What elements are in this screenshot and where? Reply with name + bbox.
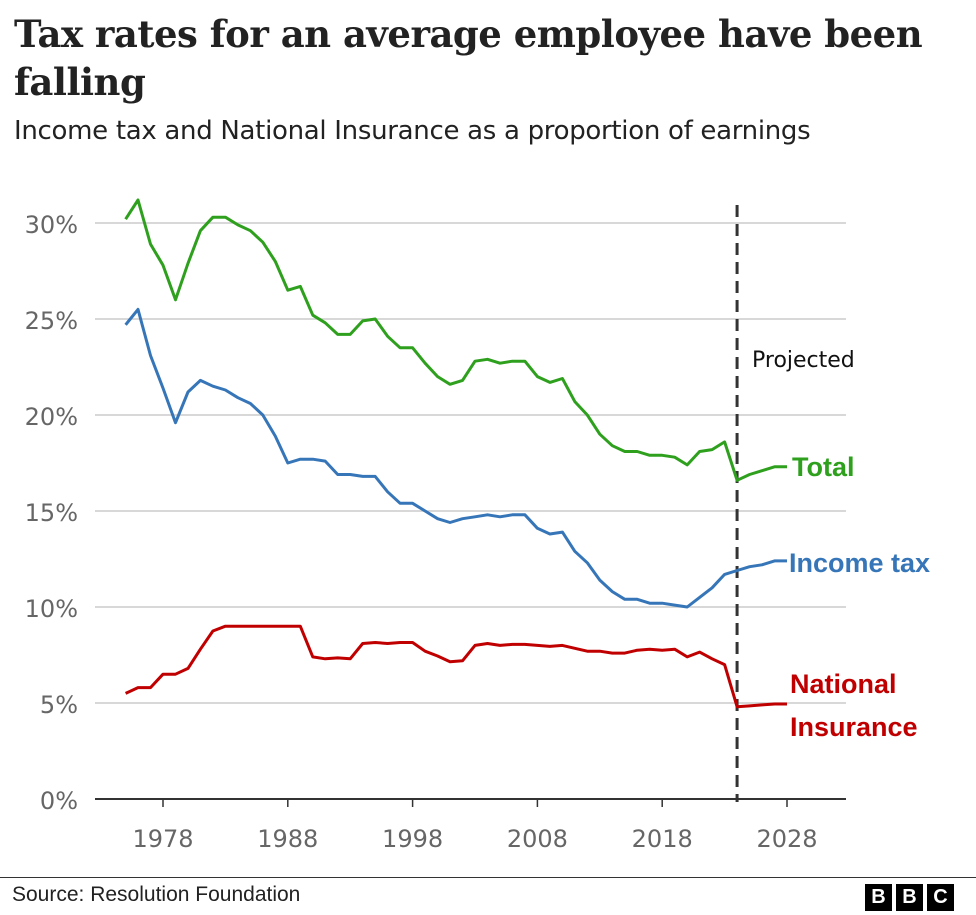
y-tick-label: 30% — [25, 211, 78, 239]
bbc-logo-block: B — [896, 884, 923, 911]
y-tick-label: 20% — [25, 403, 78, 431]
series-line-income-tax — [124, 307, 787, 609]
series-label-national-insurance-line2: Insurance — [790, 712, 918, 742]
y-tick-label: 5% — [40, 691, 78, 719]
projected-label: Projected — [752, 348, 855, 373]
y-tick-label: 15% — [25, 499, 78, 527]
series-line-total — [124, 198, 787, 482]
series-lines — [124, 198, 787, 709]
x-tick-label: 2018 — [632, 825, 693, 853]
x-axis-ticks: 1978 1988 1998 2008 2018 2028 — [132, 799, 818, 853]
x-tick-label: 1998 — [382, 825, 443, 853]
source-note: Source: Resolution Foundation — [12, 883, 301, 906]
x-tick-label: 1978 — [132, 825, 193, 853]
chart-subtitle: Income tax and National Insurance as a p… — [14, 116, 811, 146]
line-chart: 0% 5% 10% 15% 20% 25% 30% 1978 1988 1998 2008 2018… — [25, 198, 930, 853]
x-tick-label: 2008 — [507, 825, 568, 853]
chart-title: Tax rates for an average employee have b… — [14, 12, 923, 104]
series-label-national-insurance-line1: National — [790, 669, 897, 699]
y-tick-label: 10% — [25, 595, 78, 623]
x-tick-label: 1988 — [257, 825, 318, 853]
y-axis-ticks: 0% 5% 10% 15% 20% 25% 30% — [25, 211, 78, 815]
series-line-national-insurance — [124, 624, 787, 709]
series-label-income-tax: Income tax — [789, 548, 930, 578]
bbc-logo-block: C — [927, 884, 954, 911]
x-tick-label: 2028 — [756, 825, 817, 853]
y-tick-label: 0% — [40, 787, 78, 815]
y-tick-label: 25% — [25, 307, 78, 335]
series-label-total: Total — [792, 452, 855, 482]
gridlines — [95, 222, 846, 704]
bbc-logo-block: B — [865, 884, 892, 911]
footer-divider — [0, 877, 976, 878]
